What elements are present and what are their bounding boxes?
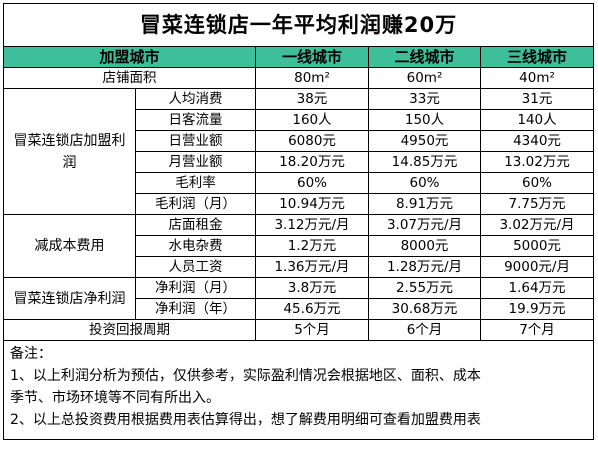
payback-row: 投资回报周期 5个月 6个月 7个月 <box>3 319 595 341</box>
value-cell: 80m² <box>255 67 369 89</box>
value-cell: 1.36万元/月 <box>255 256 369 278</box>
value-cell: 1.2万元 <box>255 235 369 257</box>
value-cell: 3.07万元/月 <box>368 214 481 236</box>
row-label: 投资回报周期 <box>3 319 256 341</box>
row-label: 人员工资 <box>135 256 256 278</box>
notes-line: 2、以上总投资费用根据费用表估算得出，想了解费用明细可查看加盟费用表 <box>10 412 481 428</box>
value-cell: 60% <box>255 172 369 194</box>
value-cell: 6个月 <box>368 319 481 341</box>
row-label: 水电杂费 <box>135 235 256 257</box>
row-label: 人均消费 <box>135 88 256 110</box>
header-label: 加盟城市 <box>3 46 256 68</box>
value-cell: 10.94万元 <box>255 193 369 215</box>
value-cell: 2.55万元 <box>368 277 481 299</box>
value-cell: 18.20万元 <box>255 151 369 173</box>
value-cell: 160人 <box>255 109 369 131</box>
table-row: 水电杂费 1.2万元 8000元 5000元 <box>4 235 595 257</box>
value-cell: 140人 <box>479 109 595 131</box>
group-label: 减成本费用 <box>3 214 136 278</box>
value-cell: 45.6万元 <box>255 298 369 320</box>
profit-table: 冒菜连锁店一年平均利润赚20万 加盟城市 一线城市 二线城市 三线城市 店铺面积… <box>2 3 595 440</box>
value-cell: 5000元 <box>479 235 595 257</box>
table-row: 减成本费用 店面租金 3.12万元/月 3.07万元/月 3.02万元/月 <box>3 214 595 278</box>
value-cell: 8.91万元 <box>368 193 481 215</box>
row-label: 日客流量 <box>135 109 256 131</box>
value-cell: 7个月 <box>479 319 595 341</box>
table-row: 毛利润（月） 10.94万元 8.91万元 7.75万元 <box>4 193 595 215</box>
notes-line: 季节、市场环境等不同有所出入。 <box>10 390 220 406</box>
row-label: 净利润（年） <box>135 298 256 320</box>
value-cell: 8000元 <box>368 235 481 257</box>
value-cell: 33元 <box>368 88 481 110</box>
value-cell: 5个月 <box>255 319 369 341</box>
row-label: 净利润（月） <box>135 277 256 299</box>
value-cell: 9000元/月 <box>479 256 595 278</box>
group-label: 冒菜连锁店加盟利润 <box>3 88 136 215</box>
value-cell: 1.28万元/月 <box>368 256 481 278</box>
value-cell: 4950元 <box>368 130 481 152</box>
row-label: 月营业额 <box>135 151 256 173</box>
value-cell: 150人 <box>368 109 481 131</box>
area-row: 店铺面积 80m² 60m² 40m² <box>3 67 595 89</box>
value-cell: 3.12万元/月 <box>255 214 369 236</box>
value-cell: 6080元 <box>255 130 369 152</box>
value-cell: 40m² <box>479 67 595 89</box>
value-cell: 30.68万元 <box>368 298 481 320</box>
row-label: 店面租金 <box>135 214 256 236</box>
value-cell: 1.64万元 <box>479 277 595 299</box>
row-label: 日营业额 <box>135 130 256 152</box>
value-cell: 31元 <box>479 88 595 110</box>
title-row: 冒菜连锁店一年平均利润赚20万 <box>2 3 595 47</box>
header-city: 一线城市 <box>255 46 369 68</box>
notes-line: 1、以上利润分析为预估，仅供参考，实际盈利情况会根据地区、面积、成本 <box>10 368 481 384</box>
row-label: 店铺面积 <box>3 67 256 89</box>
header-row: 加盟城市 一线城市 二线城市 三线城市 <box>3 46 595 68</box>
notes-row: 备注： 1、以上利润分析为预估，仅供参考，实际盈利情况会根据地区、面积、成本 季… <box>2 340 595 440</box>
value-cell: 38元 <box>255 88 369 110</box>
table-row: 月营业额 18.20万元 14.85万元 13.02万元 <box>4 151 595 173</box>
value-cell: 14.85万元 <box>368 151 481 173</box>
value-cell: 60m² <box>368 67 481 89</box>
table-row: 毛利率 60% 60% 60% <box>4 172 595 194</box>
table-row: 人员工资 1.36万元/月 1.28万元/月 9000元/月 <box>4 256 595 278</box>
value-cell: 3.8万元 <box>255 277 369 299</box>
value-cell: 4340元 <box>479 130 595 152</box>
row-label: 毛利润（月） <box>135 193 256 215</box>
value-cell: 60% <box>479 172 595 194</box>
value-cell: 13.02万元 <box>479 151 595 173</box>
row-label: 毛利率 <box>135 172 256 194</box>
page-title: 冒菜连锁店一年平均利润赚20万 <box>2 3 595 47</box>
header-city: 三线城市 <box>479 46 595 68</box>
header-city: 二线城市 <box>368 46 481 68</box>
table-row: 冒菜连锁店净利润 净利润（月） 3.8万元 2.55万元 1.64万元 <box>3 277 595 320</box>
value-cell: 3.02万元/月 <box>479 214 595 236</box>
value-cell: 7.75万元 <box>479 193 595 215</box>
notes: 备注： 1、以上利润分析为预估，仅供参考，实际盈利情况会根据地区、面积、成本 季… <box>2 340 595 440</box>
table-row: 冒菜连锁店加盟利润 人均消费 38元 33元 31元 <box>3 88 595 215</box>
group-label: 冒菜连锁店净利润 <box>3 277 136 320</box>
notes-heading: 备注： <box>10 346 52 362</box>
value-cell: 19.9万元 <box>479 298 595 320</box>
value-cell: 60% <box>368 172 481 194</box>
